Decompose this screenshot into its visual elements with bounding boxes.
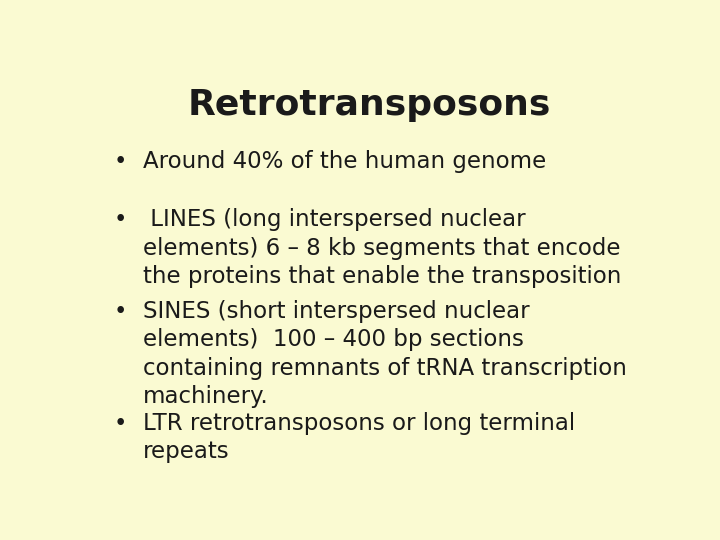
Text: Around 40% of the human genome: Around 40% of the human genome — [143, 150, 546, 173]
Text: SINES (short interspersed nuclear
elements)  100 – 400 bp sections
containing re: SINES (short interspersed nuclear elemen… — [143, 300, 627, 408]
Text: LTR retrotransposons or long terminal
repeats: LTR retrotransposons or long terminal re… — [143, 412, 575, 463]
Text: •: • — [114, 208, 127, 231]
Text: LINES (long interspersed nuclear
elements) 6 – 8 kb segments that encode
the pro: LINES (long interspersed nuclear element… — [143, 208, 621, 288]
Text: Retrotransposons: Retrotransposons — [187, 87, 551, 122]
Text: •: • — [114, 300, 127, 323]
Text: •: • — [114, 412, 127, 435]
Text: •: • — [114, 150, 127, 173]
